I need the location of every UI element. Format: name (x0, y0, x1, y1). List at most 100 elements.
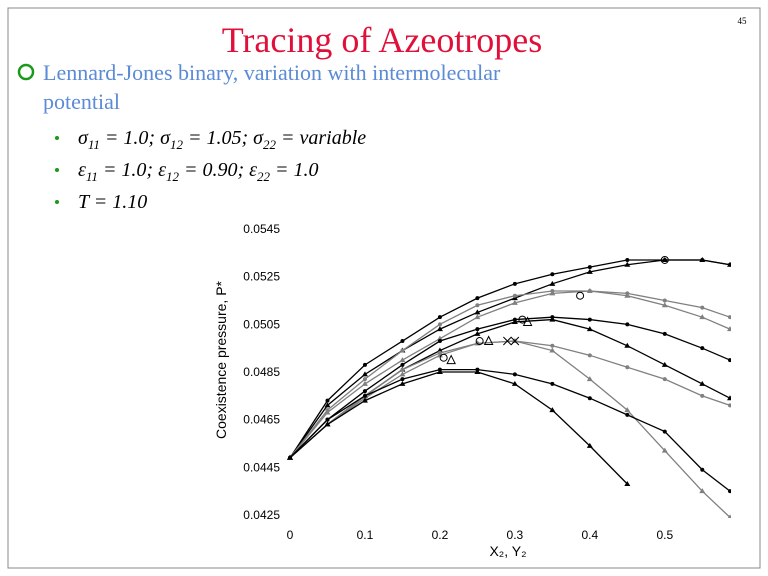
point (700, 393, 705, 398)
bullet-text: potential (43, 89, 120, 114)
subscript: 12 (166, 169, 180, 184)
point (361, 397, 368, 403)
point (399, 371, 406, 377)
point (700, 305, 705, 310)
point (362, 377, 367, 382)
x-tick-label: 0.3 (507, 528, 524, 542)
point (512, 293, 517, 298)
point (699, 256, 706, 262)
point (475, 296, 480, 301)
point (512, 372, 517, 377)
curve (289, 371, 628, 485)
azeotrope-point (503, 336, 512, 346)
point (512, 281, 517, 286)
sub-bullet-text: T = 1.10 (78, 191, 147, 213)
azeotrope-point (439, 353, 448, 362)
text-run: T = 1.10 (78, 191, 147, 213)
point (624, 342, 631, 348)
point (586, 268, 593, 274)
azeotrope-point (518, 315, 527, 324)
point (399, 380, 406, 386)
point (474, 314, 481, 320)
point (625, 412, 630, 417)
x-tick-label: 0 (287, 528, 294, 542)
point (728, 315, 731, 320)
sub-bullet-text: σ11 = 1.0; σ12 = 1.05; σ22 = variable (78, 127, 366, 152)
point (400, 377, 405, 382)
point (324, 421, 331, 427)
point (728, 358, 731, 363)
point (587, 317, 592, 322)
point (324, 409, 331, 415)
point (727, 395, 731, 401)
point (399, 357, 406, 363)
point (699, 488, 706, 494)
sub-bullet-icon (55, 136, 59, 140)
subscript: 22 (257, 169, 271, 184)
text-run: = 1.0; ε (98, 159, 166, 181)
x-axis-title: X₂, Y₂ (489, 543, 526, 559)
y-axis-title: Coexistence pressure, P* (213, 280, 229, 439)
point (662, 429, 667, 434)
x-tick-label: 0.1 (357, 528, 374, 542)
text-run: = 1.0 (270, 159, 319, 181)
point (549, 316, 556, 322)
point (661, 302, 668, 308)
point (475, 303, 480, 308)
point (624, 292, 631, 298)
point (324, 402, 331, 408)
point (727, 326, 731, 332)
text-run: = 0.90; ε (179, 159, 257, 181)
point (587, 396, 592, 401)
text-run: = 1.0; σ (100, 127, 171, 149)
point (587, 265, 592, 270)
point (624, 407, 631, 413)
point (624, 261, 631, 267)
point (550, 381, 555, 386)
point (727, 514, 731, 518)
y-tick-label: 0.0465 (243, 413, 280, 427)
azeotrope-point (510, 336, 520, 346)
point (511, 299, 518, 305)
point (661, 447, 668, 453)
point (586, 376, 593, 382)
point (511, 380, 518, 386)
point (550, 343, 555, 348)
point (474, 369, 481, 374)
point (436, 352, 443, 358)
slide-frame (7, 7, 761, 569)
subscript: 22 (263, 137, 277, 152)
point (699, 380, 706, 386)
point (549, 407, 556, 413)
azeotrope-point (576, 291, 585, 300)
point (625, 365, 630, 370)
azeotrope-point (483, 335, 494, 346)
y-tick-label: 0.0545 (243, 222, 280, 236)
point (728, 489, 731, 494)
text-run: = variable (276, 127, 366, 149)
point (362, 362, 367, 367)
y-tick-label: 0.0505 (243, 317, 280, 331)
point (587, 353, 592, 358)
point (400, 348, 405, 353)
x-tick-label: 0.4 (581, 528, 598, 542)
point (475, 327, 480, 332)
subscript: 11 (88, 137, 100, 152)
subscript: 12 (170, 137, 184, 152)
point (624, 481, 631, 487)
point (436, 326, 443, 332)
point (662, 298, 667, 303)
point (625, 322, 630, 327)
plot-area (287, 255, 731, 518)
point (400, 362, 405, 367)
point (550, 272, 555, 277)
sub-bullet-text: ε11 = 1.0; ε12 = 0.90; ε22 = 1.0 (78, 159, 319, 184)
point (436, 369, 443, 374)
subscript: 11 (86, 169, 98, 184)
point (400, 367, 405, 372)
point (400, 339, 405, 344)
point (549, 347, 556, 353)
text-run: ε (78, 159, 86, 181)
point (474, 309, 481, 315)
